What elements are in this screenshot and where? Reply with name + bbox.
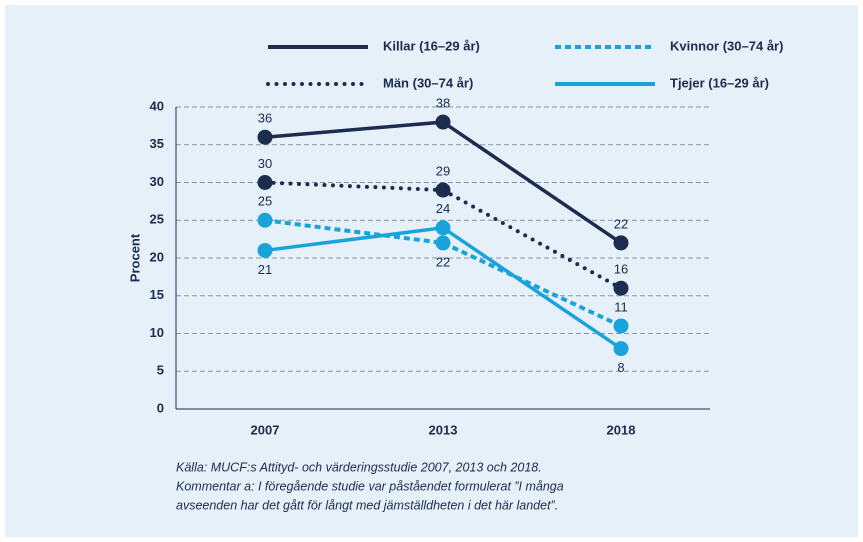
y-tick-label: 25 xyxy=(150,212,164,227)
point xyxy=(435,220,451,236)
y-tick-label: 0 xyxy=(157,400,164,415)
point xyxy=(257,129,273,145)
point xyxy=(257,212,273,228)
x-tick-label: 2007 xyxy=(251,422,280,437)
y-tick-label: 20 xyxy=(150,249,164,264)
data-label: 38 xyxy=(436,96,450,111)
y-tick-label: 35 xyxy=(150,136,164,151)
legend-label: Tjejer (16–29 år) xyxy=(670,75,769,90)
point xyxy=(435,114,451,130)
data-label: 24 xyxy=(436,201,450,216)
legend-label: Män (30–74 år) xyxy=(383,75,473,90)
point xyxy=(613,318,629,334)
y-axis-label: Procent xyxy=(127,233,142,282)
y-tick-label: 15 xyxy=(150,287,164,302)
data-label: 11 xyxy=(614,299,628,314)
data-label: 36 xyxy=(258,111,272,126)
data-label: 8 xyxy=(617,360,624,375)
x-tick-label: 2018 xyxy=(607,422,636,437)
data-label: 21 xyxy=(258,262,272,277)
data-label: 22 xyxy=(614,216,628,231)
legend-label: Killar (16–29 år) xyxy=(383,38,480,53)
note: Kommentar a: I föregående studie var pås… xyxy=(176,479,564,493)
point xyxy=(257,242,273,258)
legend-label: Kvinnor (30–74 år) xyxy=(670,38,783,53)
note: avseenden har det gått för långt med jäm… xyxy=(176,498,558,512)
point xyxy=(613,235,629,251)
point xyxy=(435,235,451,251)
series-line xyxy=(264,218,622,328)
note: Källa: MUCF:s Attityd- och värderingsstu… xyxy=(176,460,542,474)
y-tick-label: 40 xyxy=(150,98,164,113)
data-label: 29 xyxy=(436,163,450,178)
data-label: 22 xyxy=(436,254,450,269)
data-label: 25 xyxy=(258,194,272,209)
y-tick-label: 10 xyxy=(150,325,164,340)
panel xyxy=(5,5,858,537)
point xyxy=(257,175,273,190)
data-label: 16 xyxy=(614,262,628,277)
y-tick-label: 5 xyxy=(157,363,164,378)
x-tick-label: 2013 xyxy=(429,422,458,437)
point xyxy=(613,341,629,357)
data-label: 30 xyxy=(258,156,272,171)
y-tick-label: 30 xyxy=(150,174,164,189)
point xyxy=(435,182,451,198)
point xyxy=(613,280,629,296)
